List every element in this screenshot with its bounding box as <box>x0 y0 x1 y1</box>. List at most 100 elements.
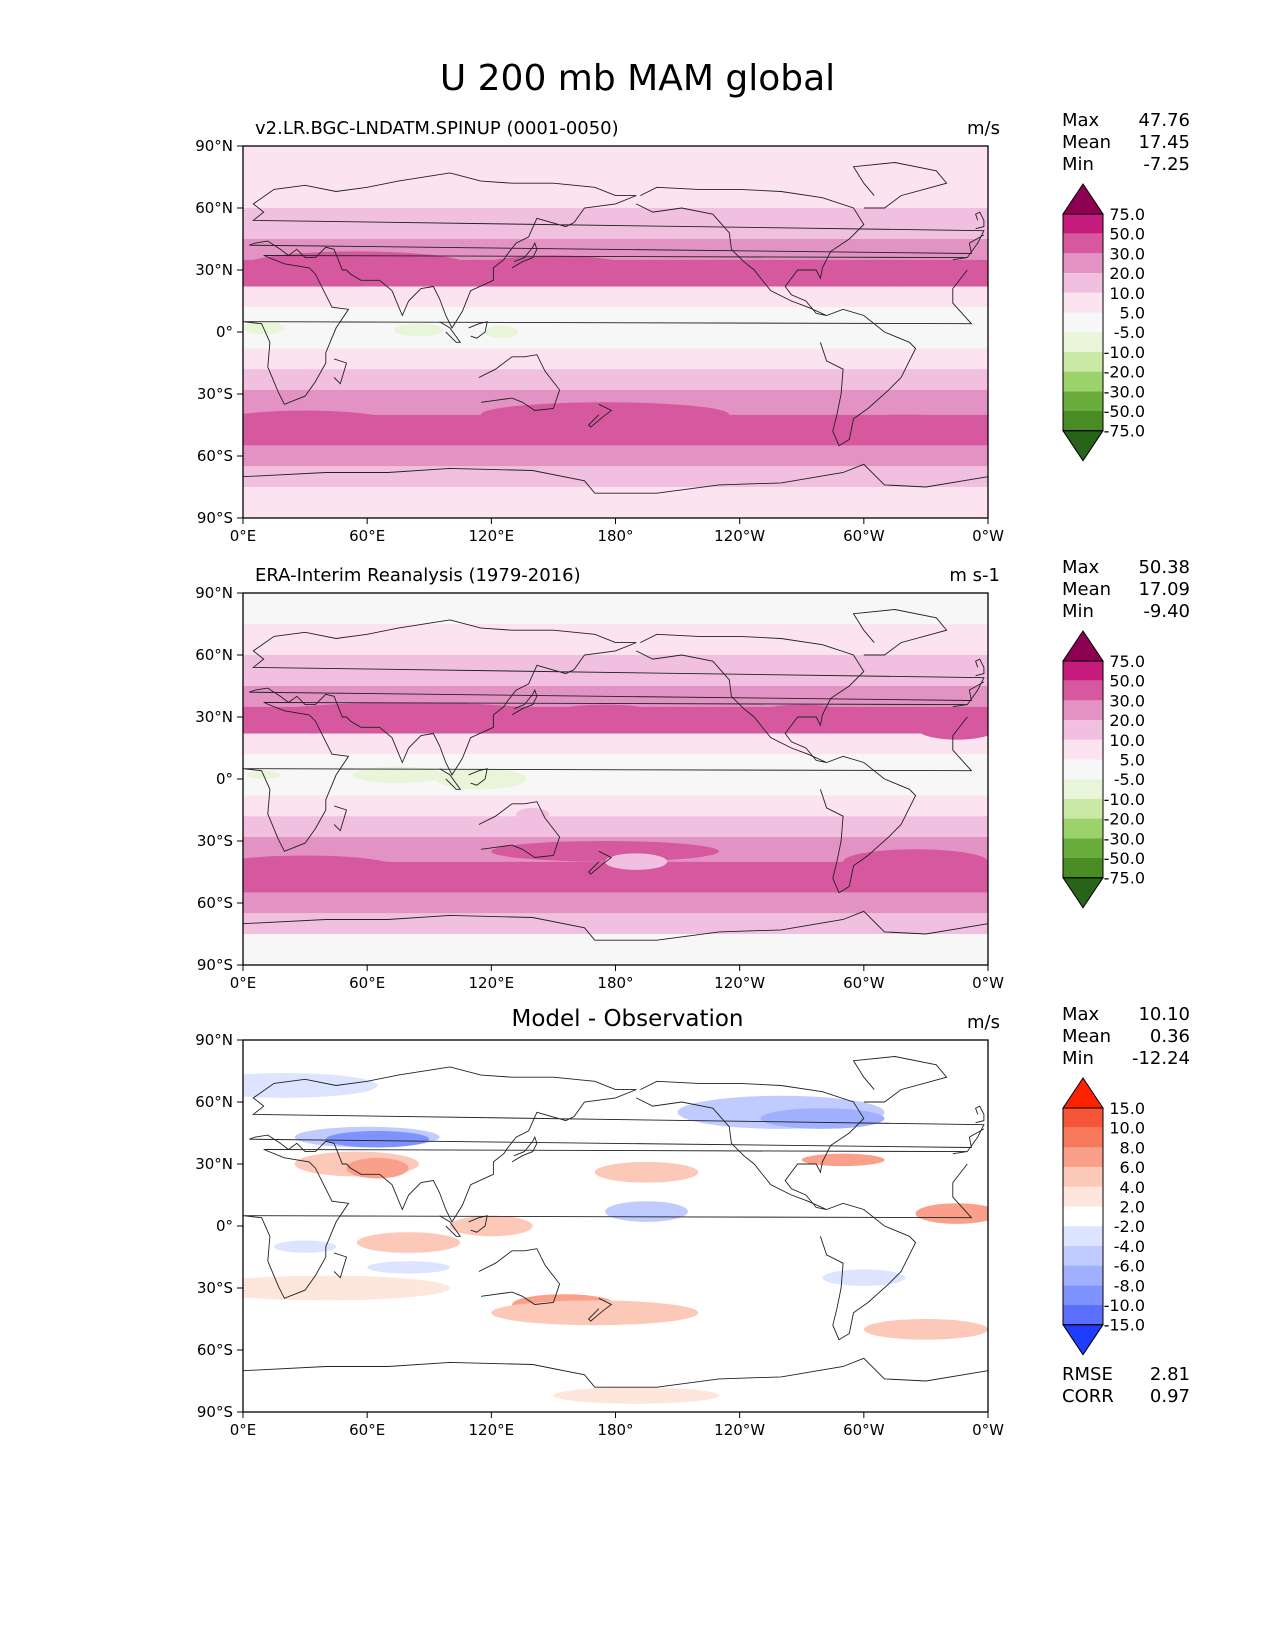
stat-value: 2.81 <box>1149 1364 1190 1385</box>
stat-row: Mean 0.36 <box>1062 1026 1190 1048</box>
lat-tick-label: 0° <box>216 1217 233 1235</box>
stat-row: RMSE 2.81 <box>1062 1364 1190 1386</box>
stat-value: -12.24 <box>1131 1048 1190 1069</box>
colorbar-tick-label: 75.0 <box>1109 205 1145 224</box>
coastline <box>587 403 613 428</box>
map-plot: 0°E 60°E 120°E 180° 120°W 60°W 0°W 90°N 60°N 30°N… <box>195 1032 1004 1439</box>
stat-label: Max <box>1062 557 1100 578</box>
stat-value: -9.40 <box>1143 601 1190 622</box>
panel-title: Model - Observation <box>511 1006 744 1032</box>
lon-tick-label: 60°W <box>843 1421 885 1439</box>
field-contour <box>843 849 988 875</box>
field-contour <box>781 261 906 287</box>
field-band <box>243 816 988 837</box>
field-contour <box>915 1203 988 1224</box>
stat-label: CORR <box>1062 1386 1114 1407</box>
colorbar-segment <box>1063 1305 1103 1325</box>
map-plot: 0°E 60°E 120°E 180° 120°W 60°W 0°W 90°N 60°N 30°N… <box>195 585 1004 992</box>
colorbar-segment <box>1063 411 1103 431</box>
colorbar-segment <box>1063 1147 1103 1168</box>
stat-value: 10.10 <box>1138 1004 1190 1025</box>
lat-tick-label: 30°N <box>195 261 233 279</box>
colorbar-segment <box>1063 779 1103 799</box>
colorbar-tick-label: 4.0 <box>1120 1178 1145 1197</box>
stat-row: Min -12.24 <box>1062 1048 1190 1070</box>
coastline <box>243 1357 988 1388</box>
colorbar-tick-label: 50.0 <box>1109 225 1145 244</box>
colorbar-tick-label: 30.0 <box>1109 244 1145 263</box>
lon-tick-label: 60°E <box>349 974 385 992</box>
field-contour <box>822 414 988 436</box>
stat-label: Max <box>1062 110 1100 131</box>
field-contour <box>274 1240 337 1253</box>
colorbar-tick-label: -30.0 <box>1104 382 1145 401</box>
lon-tick-label: 180° <box>597 974 633 992</box>
lat-tick-label: 90°N <box>195 138 233 155</box>
colorbar-segment <box>1063 371 1103 392</box>
colorbar-tick-label: 20.0 <box>1109 711 1145 730</box>
lon-tick-label: 0°E <box>230 974 257 992</box>
colorbar-extend-bottom <box>1062 877 1104 909</box>
colorbar-tick-label: 2.0 <box>1120 1198 1145 1217</box>
field-band <box>243 934 988 965</box>
field-shading <box>243 593 988 965</box>
panel-units: m/s <box>967 1012 1000 1033</box>
coastline <box>439 321 462 343</box>
colorbar-segment <box>1063 1167 1103 1187</box>
coastline <box>636 633 865 763</box>
field-band <box>243 445 988 467</box>
colorbar-segment <box>1063 1127 1103 1148</box>
lat-tick-label: 90°N <box>195 585 233 602</box>
coastline <box>468 321 488 339</box>
field-band <box>243 286 988 308</box>
colorbar-tick-label: -20.0 <box>1104 810 1145 829</box>
field-shading <box>243 146 988 518</box>
field-band <box>243 892 988 914</box>
lon-tick-label: 0°E <box>230 1421 257 1439</box>
colorbar-tick-label: -10.0 <box>1104 790 1145 809</box>
field-band <box>243 913 988 934</box>
colorbar: 75.050.030.020.010.05.0-5.0-10.0-20.0-30… <box>1062 183 1145 462</box>
lon-tick-label: 180° <box>597 1421 633 1439</box>
field-band <box>243 146 988 177</box>
colorbar-extend-top <box>1062 1077 1104 1109</box>
field-band <box>243 624 988 655</box>
coastline <box>819 1202 917 1341</box>
field-band <box>243 1040 988 1412</box>
stat-label: RMSE <box>1062 1364 1113 1385</box>
coastline <box>975 1105 985 1124</box>
stats-box: Max 50.38 Mean 17.09 Min -9.40 <box>1062 557 1190 623</box>
field-contour <box>243 251 471 281</box>
map-panel-1: v2.LR.BGC-LNDATM.SPINUP (0001-0050) m/s 0°… <box>0 110 1275 588</box>
stat-row: Mean 17.09 <box>1062 579 1190 601</box>
colorbar-segment <box>1063 798 1103 819</box>
coastline <box>636 1080 865 1210</box>
colorbar-segment <box>1063 253 1103 274</box>
lat-tick-label: 60°N <box>195 1093 233 1111</box>
lat-tick-label: 60°S <box>197 1341 233 1359</box>
panel-title: v2.LR.BGC-LNDATM.SPINUP (0001-0050) <box>255 118 619 139</box>
coastline <box>249 619 985 776</box>
colorbar-segment <box>1063 838 1103 858</box>
stat-value: 0.36 <box>1149 1026 1190 1047</box>
field-band <box>243 369 988 390</box>
coastline <box>249 172 985 329</box>
coastline <box>478 1248 561 1305</box>
colorbar-segment <box>1063 1206 1103 1227</box>
coastline <box>333 805 348 832</box>
colorbar-tick-label: 5.0 <box>1120 751 1145 770</box>
map-plot: 0°E 60°E 120°E 180° 120°W 60°W 0°W 90°N 60°N 30°N… <box>195 138 1004 545</box>
colorbar-tick-label: -6.0 <box>1114 1257 1145 1276</box>
stat-label: Mean <box>1062 579 1112 600</box>
stat-value: 50.38 <box>1138 557 1190 578</box>
field-contour <box>356 1232 461 1253</box>
colorbar-segment <box>1063 661 1103 681</box>
colorbar-tick-label: -15.0 <box>1104 1316 1145 1335</box>
colorbar-extend-top <box>1062 630 1104 662</box>
field-contour <box>367 1261 450 1274</box>
coastlines <box>243 162 988 494</box>
colorbar-extend-top <box>1062 183 1104 215</box>
lon-tick-label: 120°E <box>469 974 515 992</box>
stat-label: Min <box>1062 1048 1094 1069</box>
coastline <box>439 768 462 790</box>
